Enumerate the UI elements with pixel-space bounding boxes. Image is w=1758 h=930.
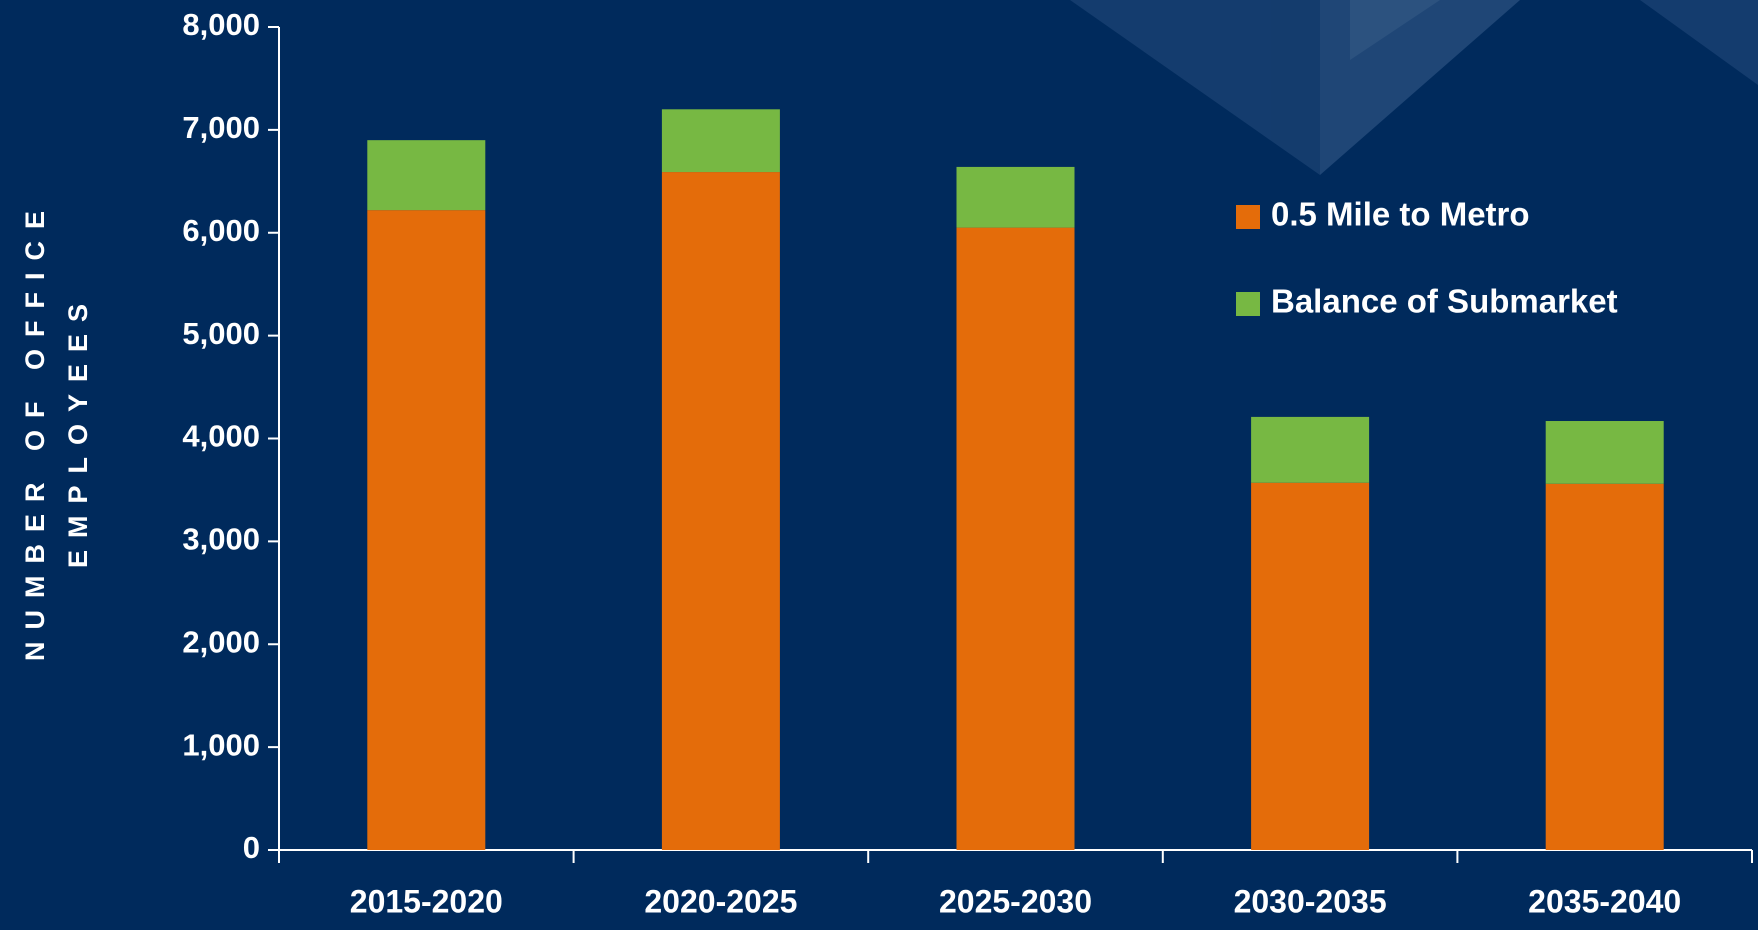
y-tick-label: 5,000 — [182, 316, 260, 351]
y-tick-label: 8,000 — [182, 7, 260, 42]
bar-segment — [1545, 421, 1664, 484]
bar-segment — [1251, 416, 1370, 483]
bar-segment — [1251, 482, 1370, 850]
y-axis-label-line: EMPLOYEES — [63, 292, 93, 568]
bar-segment — [661, 172, 780, 850]
y-tick-label: 1,000 — [182, 727, 260, 762]
y-tick-label: 7,000 — [182, 110, 260, 145]
bar-segment — [956, 227, 1075, 850]
legend-swatch — [1236, 292, 1260, 316]
y-axis-label: NUMBER OF OFFICE EMPLOYEES — [20, 199, 93, 661]
y-axis-label-line: NUMBER OF OFFICE — [20, 199, 50, 661]
y-tick-label: 3,000 — [182, 522, 260, 557]
legend-swatch — [1236, 205, 1260, 229]
bar-segment — [661, 109, 780, 173]
x-tick-label: 2015-2020 — [350, 883, 503, 919]
x-tick-label: 2025-2030 — [939, 883, 1092, 919]
y-tick-label: 4,000 — [182, 419, 260, 454]
legend-label: Balance of Submarket — [1271, 283, 1618, 320]
bar-segment — [367, 140, 486, 211]
legend-label: 0.5 Mile to Metro — [1271, 196, 1530, 233]
bar-segment — [956, 166, 1075, 228]
x-tick-label: 2035-2040 — [1528, 883, 1681, 919]
background-decoration — [1070, 0, 1758, 175]
bar-segment — [367, 210, 486, 850]
x-tick-label: 2030-2035 — [1234, 883, 1387, 919]
y-tick-label: 6,000 — [182, 213, 260, 248]
y-tick-label: 2,000 — [182, 624, 260, 659]
x-tick-label: 2020-2025 — [644, 883, 797, 919]
bar-segment — [1545, 483, 1664, 850]
y-tick-label: 0 — [243, 830, 260, 865]
